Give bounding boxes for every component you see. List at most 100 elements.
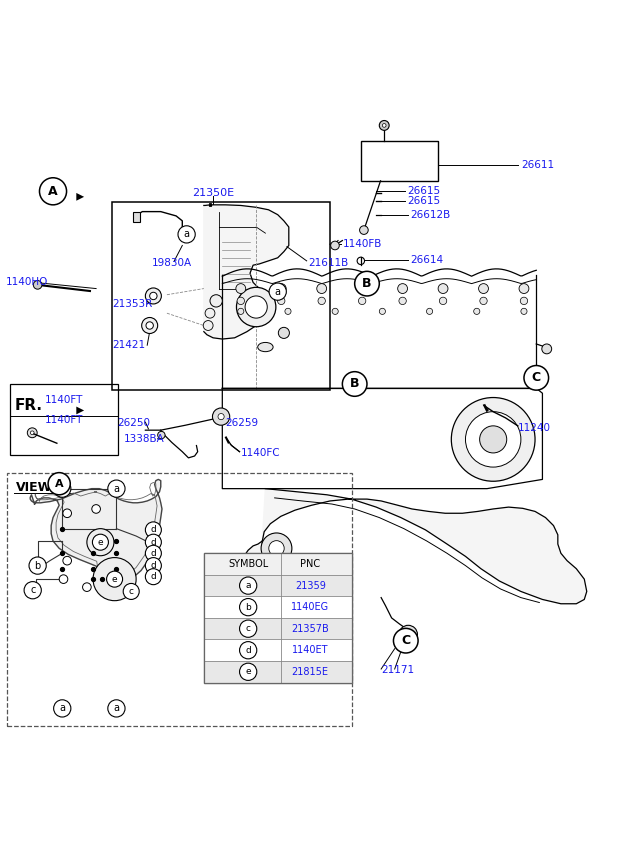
Text: 21421: 21421: [113, 340, 146, 350]
Circle shape: [239, 663, 257, 680]
Text: 1140HO: 1140HO: [6, 277, 48, 287]
Circle shape: [236, 283, 246, 293]
Circle shape: [142, 317, 158, 333]
Circle shape: [205, 309, 215, 318]
Circle shape: [465, 411, 521, 467]
Circle shape: [236, 287, 276, 326]
Circle shape: [355, 271, 379, 296]
Text: 21353R: 21353R: [113, 299, 153, 309]
Circle shape: [27, 428, 37, 438]
Text: d: d: [151, 572, 156, 581]
Text: d: d: [151, 561, 156, 570]
Circle shape: [108, 700, 125, 717]
Circle shape: [146, 558, 162, 573]
Circle shape: [63, 556, 72, 565]
Circle shape: [278, 327, 289, 338]
Circle shape: [256, 567, 267, 578]
Text: a: a: [275, 287, 281, 297]
Circle shape: [479, 283, 489, 293]
Circle shape: [317, 283, 326, 293]
Circle shape: [239, 599, 257, 616]
Circle shape: [158, 432, 165, 438]
Bar: [10, 384, 118, 455]
Bar: [204, 575, 352, 596]
Circle shape: [331, 241, 339, 250]
Text: A: A: [48, 185, 58, 198]
Circle shape: [519, 283, 529, 293]
Text: c: c: [129, 587, 134, 596]
Text: 21171: 21171: [381, 665, 414, 675]
Circle shape: [479, 426, 507, 453]
Circle shape: [358, 297, 366, 304]
Circle shape: [146, 522, 162, 538]
Circle shape: [332, 309, 338, 315]
Circle shape: [238, 309, 244, 315]
Bar: [204, 596, 352, 618]
Text: 1140FT: 1140FT: [45, 416, 83, 426]
Circle shape: [178, 226, 195, 243]
Circle shape: [218, 414, 224, 420]
Text: b: b: [246, 603, 251, 611]
Circle shape: [33, 281, 42, 289]
Circle shape: [146, 321, 154, 329]
Text: 26259: 26259: [225, 418, 259, 427]
Circle shape: [150, 293, 157, 299]
Circle shape: [123, 583, 139, 600]
Polygon shape: [30, 479, 162, 581]
Bar: [204, 553, 352, 575]
Polygon shape: [239, 488, 587, 604]
Text: d: d: [151, 549, 156, 558]
Text: 1140EG: 1140EG: [291, 602, 329, 612]
Circle shape: [93, 558, 136, 600]
Text: 21359: 21359: [295, 581, 326, 590]
Circle shape: [146, 569, 162, 584]
Text: 1140FB: 1140FB: [342, 239, 382, 249]
Circle shape: [83, 583, 91, 591]
Circle shape: [342, 371, 367, 396]
Circle shape: [399, 297, 406, 304]
Circle shape: [439, 297, 447, 304]
Circle shape: [394, 628, 418, 653]
Text: 11240: 11240: [518, 423, 551, 433]
Text: d: d: [151, 538, 156, 547]
Bar: [204, 618, 352, 639]
Circle shape: [261, 533, 292, 564]
Circle shape: [54, 700, 71, 717]
Text: b: b: [35, 561, 41, 571]
Text: d: d: [151, 526, 156, 534]
Circle shape: [278, 297, 285, 304]
Text: 21611B: 21611B: [308, 258, 349, 268]
Text: 26611: 26611: [521, 160, 554, 170]
Ellipse shape: [258, 343, 273, 352]
Circle shape: [426, 309, 433, 315]
Text: 1338BA: 1338BA: [124, 434, 165, 444]
Circle shape: [357, 283, 367, 293]
Circle shape: [24, 582, 41, 599]
Circle shape: [451, 398, 535, 482]
Bar: [204, 661, 352, 683]
Text: 21815E: 21815E: [292, 667, 329, 677]
Text: e: e: [97, 538, 103, 547]
Circle shape: [237, 297, 244, 304]
Circle shape: [210, 295, 222, 307]
Text: d: d: [246, 645, 251, 655]
Text: 1140FC: 1140FC: [241, 448, 280, 458]
Circle shape: [520, 297, 528, 304]
Circle shape: [360, 226, 368, 234]
Text: B: B: [350, 377, 360, 390]
Circle shape: [146, 545, 162, 561]
Bar: [7, 473, 352, 726]
Text: 26615: 26615: [407, 196, 440, 206]
Circle shape: [245, 296, 267, 318]
Circle shape: [398, 283, 407, 293]
Text: a: a: [184, 230, 189, 239]
Text: a: a: [114, 483, 120, 494]
Circle shape: [399, 625, 418, 644]
Circle shape: [383, 124, 386, 127]
Text: a: a: [246, 581, 251, 590]
Circle shape: [39, 178, 67, 205]
Text: C: C: [532, 371, 541, 384]
Circle shape: [251, 562, 273, 584]
Circle shape: [63, 509, 72, 517]
Circle shape: [379, 309, 386, 315]
